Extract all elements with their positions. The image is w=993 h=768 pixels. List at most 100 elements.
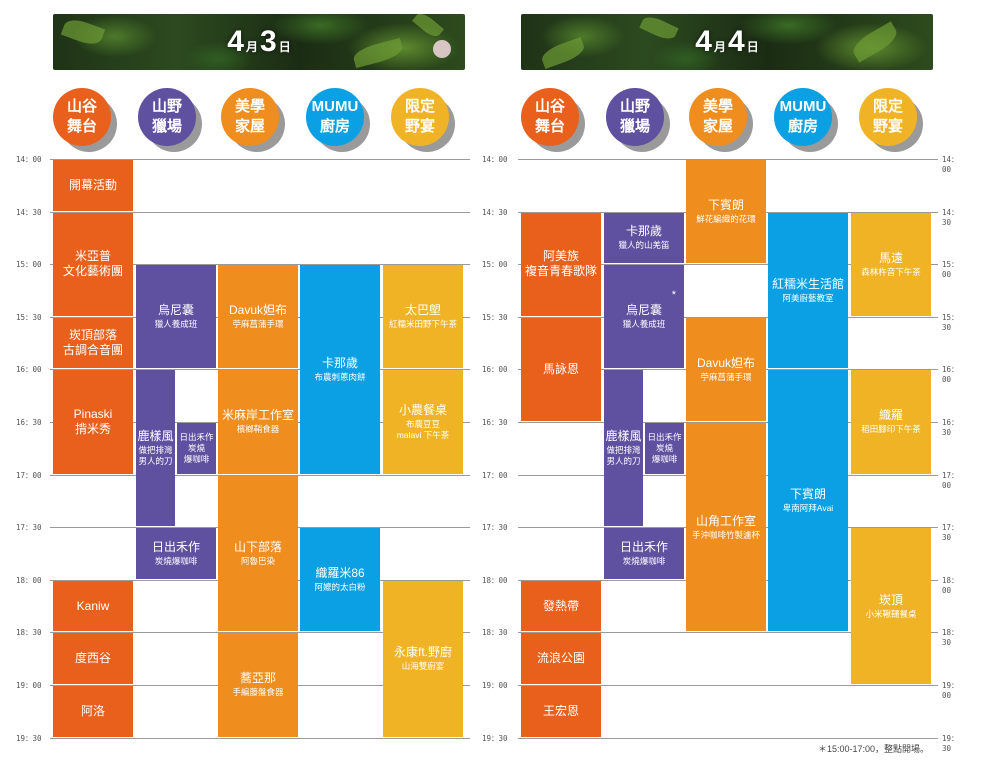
venue-label: MUMU 廚房 [306, 88, 364, 146]
event-title: 下賓朗 [707, 198, 744, 213]
time-label: 18：00 [482, 575, 508, 585]
event-title: 下賓朗 [789, 487, 826, 502]
event-block: 山角工作室 手沖咖啡竹製濾杯 [686, 423, 766, 632]
event-block: 馬詠恩 [521, 317, 601, 421]
event-title: 卡那歲 [625, 224, 662, 239]
time-label: 15：00 [482, 260, 508, 270]
time-label: 19：30 [16, 733, 42, 743]
time-label: 16：30 [482, 418, 508, 427]
time-gridline [518, 737, 938, 739]
venue-header: MUMU 廚房 [774, 88, 838, 152]
event-block: 發熱帶 [521, 580, 601, 632]
venue-label: 山野 獵場 [138, 88, 196, 146]
event-subtitle: 阿嬤的太白粉 [314, 582, 366, 593]
event-title: 卡那歲 [321, 355, 358, 370]
date-day: 3 [260, 25, 277, 58]
venue-header: 限定 野宴 [391, 88, 455, 152]
venue-label: 山谷 舞台 [521, 88, 579, 146]
event-title: 馬詠恩 [542, 361, 579, 376]
time-label: 15：30 [482, 312, 508, 322]
event-subtitle: 阿美廚藝教室 [782, 292, 834, 303]
event-title: 太巴塱 [404, 303, 441, 318]
time-label-right: 15：00 [942, 260, 959, 280]
event-title: 發熱帶 [542, 598, 579, 613]
event-block: 開幕活動 [53, 160, 133, 211]
event-block: 鹿樣風 做把排灣 男人的刀 [604, 370, 643, 527]
event-subtitle: 山海雙廚宴 [401, 661, 445, 672]
leaf-decoration [60, 15, 106, 49]
asterisk-mark: * [671, 289, 676, 302]
event-title: 流浪公園 [536, 651, 585, 666]
event-title: 開幕活動 [68, 177, 117, 192]
time-label: 14：00 [482, 155, 508, 164]
event-block: 崁頂部落 古調合音團 [53, 317, 133, 369]
event-subtitle: 獵人的山羌笛 [618, 240, 670, 251]
time-label: 18：00 [16, 575, 42, 585]
event-block: 日出禾作 炭燒 爆咖啡 [177, 423, 216, 474]
time-label-right: 16：30 [942, 418, 959, 437]
time-gridline [50, 369, 470, 371]
time-label-right: 19：00 [942, 681, 959, 700]
time-label: 19：00 [482, 681, 508, 690]
event-block: 鹿樣風 做把排灣 男人的刀 [136, 370, 175, 527]
event-subtitle: 稻田腳印下午茶 [861, 424, 921, 435]
event-title: 紅糯米生活館 [771, 276, 844, 291]
event-block: 織羅米86 阿嬤的太白粉 [300, 528, 380, 632]
time-gridline [518, 685, 938, 686]
event-block: 度西谷 [53, 633, 133, 684]
event-title: 度西谷 [74, 651, 111, 666]
time-label: 16：00 [16, 365, 42, 375]
venue-header: 山谷 舞台 [521, 88, 585, 152]
time-gridline [518, 422, 938, 423]
event-subtitle: 阿魯巴染 [240, 555, 275, 566]
event-title: 烏尼囊 [625, 303, 662, 318]
time-gridline [50, 264, 470, 266]
time-label: 16：00 [482, 365, 508, 375]
time-label: 17：00 [16, 470, 42, 480]
time-gridline [518, 632, 938, 634]
event-block: 卡那歲 布農刺蔥肉餅 [300, 265, 380, 474]
event-title: 織羅 [878, 408, 903, 423]
time-gridline [518, 159, 938, 160]
event-block: 太巴塱 紅糯米田野下午茶 [383, 265, 463, 369]
event-title: 織羅米86 [315, 566, 365, 581]
event-title: 崁頂部落 古調合音團 [62, 328, 123, 358]
leaf-decoration [539, 37, 587, 69]
leaf-decoration [849, 21, 901, 63]
event-title: 王宏恩 [542, 703, 579, 718]
event-block: Davuk妲布 苧麻菖蒲手環 [218, 265, 298, 369]
day-panel-apr3: 4 月 3 日 山谷 舞台 山野 獵場 美學 家屋 MUMU 廚房 限定 野宴 14：00… [0, 0, 496, 768]
event-subtitle: 獵人養成班 [622, 319, 666, 330]
time-label-right: 18：30 [942, 628, 959, 648]
event-block: Pinaski 揹米秀 [53, 370, 133, 474]
time-label-right: 15：30 [942, 312, 959, 332]
event-title: 崁頂 [878, 592, 903, 607]
event-block: 米麻岸工作室 檳榔鞘食器 [218, 370, 298, 474]
event-block: Kaniw [53, 580, 133, 632]
event-subtitle: 小米鞦韆餐桌 [865, 608, 917, 619]
time-label: 15：30 [16, 312, 42, 322]
event-title: 阿美族 複音青春歌隊 [524, 249, 597, 279]
time-gridline [518, 264, 938, 266]
footnote: ＊15:00-17:00，整點開場。 [818, 744, 930, 754]
event-subtitle: 炭燒爆咖啡 [154, 555, 198, 566]
event-title: 烏尼囊 [157, 303, 194, 318]
time-label: 19：00 [16, 681, 42, 690]
event-title: 永康ft.野廚 [393, 645, 452, 660]
time-label: 18：30 [482, 628, 508, 638]
date-month: 4 [227, 25, 244, 58]
time-gridline [50, 159, 470, 160]
venue-label: 限定 野宴 [859, 88, 917, 146]
venue-label: 限定 野宴 [391, 88, 449, 146]
event-block: 米亞普 文化藝術團 [53, 212, 133, 316]
event-block: 下賓朗 卑南阿拜Avai [768, 370, 848, 632]
event-title: Kaniw [76, 598, 110, 613]
event-title: Davuk妲布 [228, 303, 287, 318]
event-block: 織羅 稻田腳印下午茶 [851, 370, 931, 474]
venue-header: 限定 野宴 [859, 88, 923, 152]
event-block: 蕎亞那 手編藤盤食器 [218, 633, 298, 737]
event-subtitle: 做把排灣 男人的刀 [606, 445, 641, 467]
venue-label: MUMU 廚房 [774, 88, 832, 146]
event-block: 流浪公園 [521, 633, 601, 684]
event-title: 小農餐桌 [398, 402, 447, 417]
